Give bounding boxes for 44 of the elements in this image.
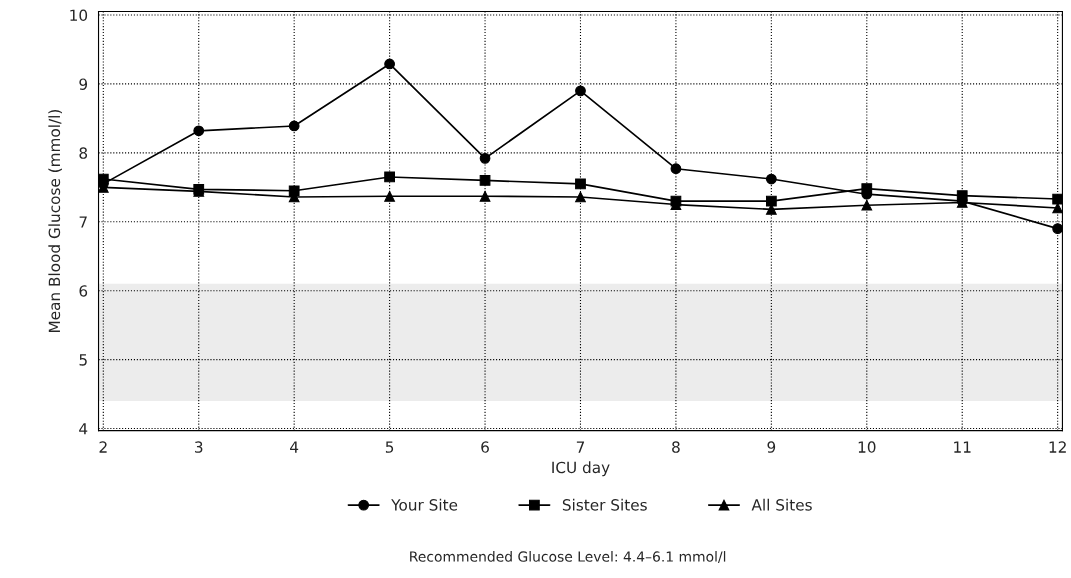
point — [1052, 223, 1063, 235]
legend-label: All Sites — [751, 498, 812, 511]
x-tick-label: 4 — [290, 441, 299, 453]
point — [575, 85, 586, 97]
y-tick-label: 4 — [79, 423, 88, 435]
point — [384, 58, 395, 70]
point — [98, 173, 109, 185]
x-tick-label: 8 — [672, 441, 680, 453]
point — [956, 190, 968, 201]
point — [861, 183, 873, 195]
x-tick-label: 5 — [385, 441, 394, 453]
point — [384, 190, 395, 202]
point — [575, 178, 586, 190]
text: Recommended Glucose Level: 4.4–6.1 mmol/l — [410, 551, 726, 563]
point — [193, 125, 205, 137]
y-tick-label: 10 — [70, 9, 88, 22]
x-tick-label: 9 — [767, 441, 776, 453]
point — [479, 152, 491, 164]
y-tick-label: 6 — [79, 285, 88, 297]
legend-label: Your Site — [391, 498, 458, 511]
x-axis-title: ICU day — [552, 461, 610, 477]
legend-label: Sister Sites — [562, 498, 647, 511]
point — [575, 191, 586, 203]
y-tick-label: 5 — [79, 354, 87, 366]
point — [765, 173, 777, 185]
point — [479, 175, 491, 186]
y-tick-label: 9 — [79, 78, 88, 90]
x-tick-label: 11 — [954, 441, 971, 453]
point — [765, 195, 777, 207]
x-tick-label: 12 — [1049, 441, 1066, 453]
x-tick-label: 2 — [99, 441, 107, 453]
point — [1052, 193, 1063, 205]
x-tick-label: 10 — [858, 441, 876, 453]
point — [384, 171, 395, 183]
x-tick-label: 6 — [481, 441, 489, 453]
y-tick-label: 8 — [79, 147, 88, 159]
x-tick-label: 3 — [195, 441, 203, 453]
point — [288, 120, 300, 132]
point — [861, 199, 873, 211]
y-axis-title: Mean Blood Glucose (mmol/l) — [48, 109, 62, 333]
point — [479, 190, 491, 202]
x-tick-label: 7 — [576, 441, 585, 453]
point — [670, 163, 682, 175]
y-tick-label: 7 — [79, 216, 87, 228]
